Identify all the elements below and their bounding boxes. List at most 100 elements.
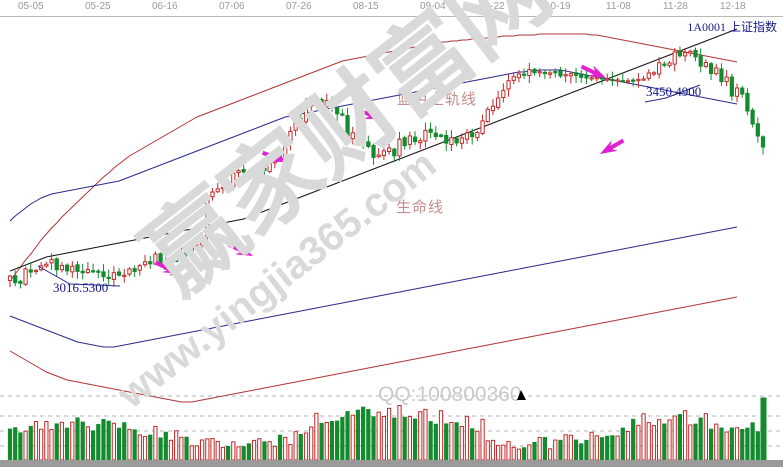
candle-body: [257, 168, 262, 174]
volume-bar: [262, 441, 267, 461]
candle-body: [703, 62, 708, 67]
volume-bar: [755, 431, 760, 461]
candle-body: [28, 269, 33, 273]
volume-bar: [236, 446, 241, 461]
volume-bar: [324, 421, 329, 461]
candle-body: [355, 131, 361, 144]
candle-body: [734, 87, 740, 97]
candle-body: [205, 195, 210, 237]
date-tick-9: 11-08: [606, 1, 631, 12]
candle-body: [106, 276, 111, 279]
candle-body: [449, 137, 454, 146]
candle-body: [210, 191, 215, 198]
candle-body: [298, 117, 303, 122]
candle-body: [137, 265, 142, 271]
candle-body: [361, 141, 366, 144]
candle-body: [594, 76, 599, 80]
volume-bar: [366, 409, 371, 461]
candle-body: [174, 259, 179, 263]
candle-body: [314, 98, 319, 101]
volume-bar: [433, 423, 438, 461]
candle-body: [625, 80, 631, 83]
volume-bar: [480, 418, 485, 461]
volume-bar: [49, 429, 54, 461]
candle-body: [54, 258, 59, 271]
volume-bar: [13, 427, 18, 461]
candle-body: [563, 74, 568, 77]
low-value-label: 3016.5300: [53, 280, 109, 295]
volume-bar: [734, 427, 740, 461]
volume-bar: [101, 419, 106, 461]
candle-body: [236, 170, 241, 174]
volume-bar: [174, 430, 179, 461]
volume-bar: [75, 417, 80, 461]
candle-body: [49, 258, 54, 264]
candle-body: [251, 170, 257, 174]
band-line-3: [9, 226, 738, 348]
volume-bar: [44, 421, 49, 461]
price-chart-canvas[interactable]: [0, 16, 783, 467]
volume-bar: [620, 427, 625, 461]
candle-body: [397, 138, 402, 157]
volume-bar: [54, 423, 59, 461]
volume-bar: [641, 413, 646, 461]
candle-body: [350, 132, 355, 140]
volume-bar: [724, 431, 729, 461]
arrow-shape: [580, 64, 606, 78]
candle-body: [231, 172, 236, 189]
candle-body: [324, 100, 329, 108]
volume-bar: [631, 418, 636, 461]
volume-bar: [283, 436, 288, 461]
candle-body: [662, 63, 667, 66]
volume-bar: [714, 423, 719, 461]
candle-body: [18, 280, 23, 284]
candle-body: [392, 148, 397, 157]
volume-bar: [158, 437, 163, 461]
volume-bar: [750, 422, 755, 461]
candle-body: [101, 271, 106, 278]
volume-bar: [423, 408, 428, 461]
candle-body: [485, 108, 490, 123]
volume-bar: [96, 424, 101, 461]
volume-bar: [392, 417, 397, 461]
volume-bar: [563, 434, 568, 461]
volume-bar: [459, 425, 464, 461]
volume-bar: [272, 445, 277, 461]
candle-body: [682, 52, 688, 57]
band-line-0: [9, 33, 738, 282]
candle-body: [522, 73, 527, 76]
volume-bar: [59, 421, 65, 461]
candle-body: [672, 51, 677, 65]
volume-bar: [210, 438, 215, 461]
candle-body: [371, 144, 376, 158]
candle-body: [90, 270, 96, 273]
candle-body: [184, 250, 189, 255]
volume-bar: [402, 416, 407, 461]
volume-bar: [200, 439, 205, 461]
candle-body: [501, 89, 506, 99]
volume-bar: [194, 445, 200, 461]
volume-bar: [80, 421, 85, 461]
candle-body: [418, 140, 423, 144]
candle-body: [573, 72, 579, 76]
volume-bar: [584, 439, 589, 461]
volume-bar: [532, 441, 537, 461]
volume-bar: [381, 415, 387, 461]
candle-body: [283, 142, 288, 158]
magenta-arrow-icon: [154, 260, 180, 274]
candle-body: [241, 169, 246, 173]
volume-bar: [506, 441, 511, 461]
candle-body: [496, 97, 501, 108]
candle-body: [532, 68, 537, 74]
candle-body: [657, 62, 662, 75]
volume-bar: [537, 436, 542, 461]
candle-body: [729, 76, 734, 97]
volume-bar: [148, 434, 153, 461]
candle-body: [553, 71, 558, 74]
volume-bar: [215, 440, 220, 461]
volume-bar: [719, 427, 724, 461]
volume-bar: [438, 410, 444, 461]
candle-body: [423, 129, 428, 142]
volume-bar: [470, 428, 475, 461]
arrow-shape: [227, 242, 253, 256]
